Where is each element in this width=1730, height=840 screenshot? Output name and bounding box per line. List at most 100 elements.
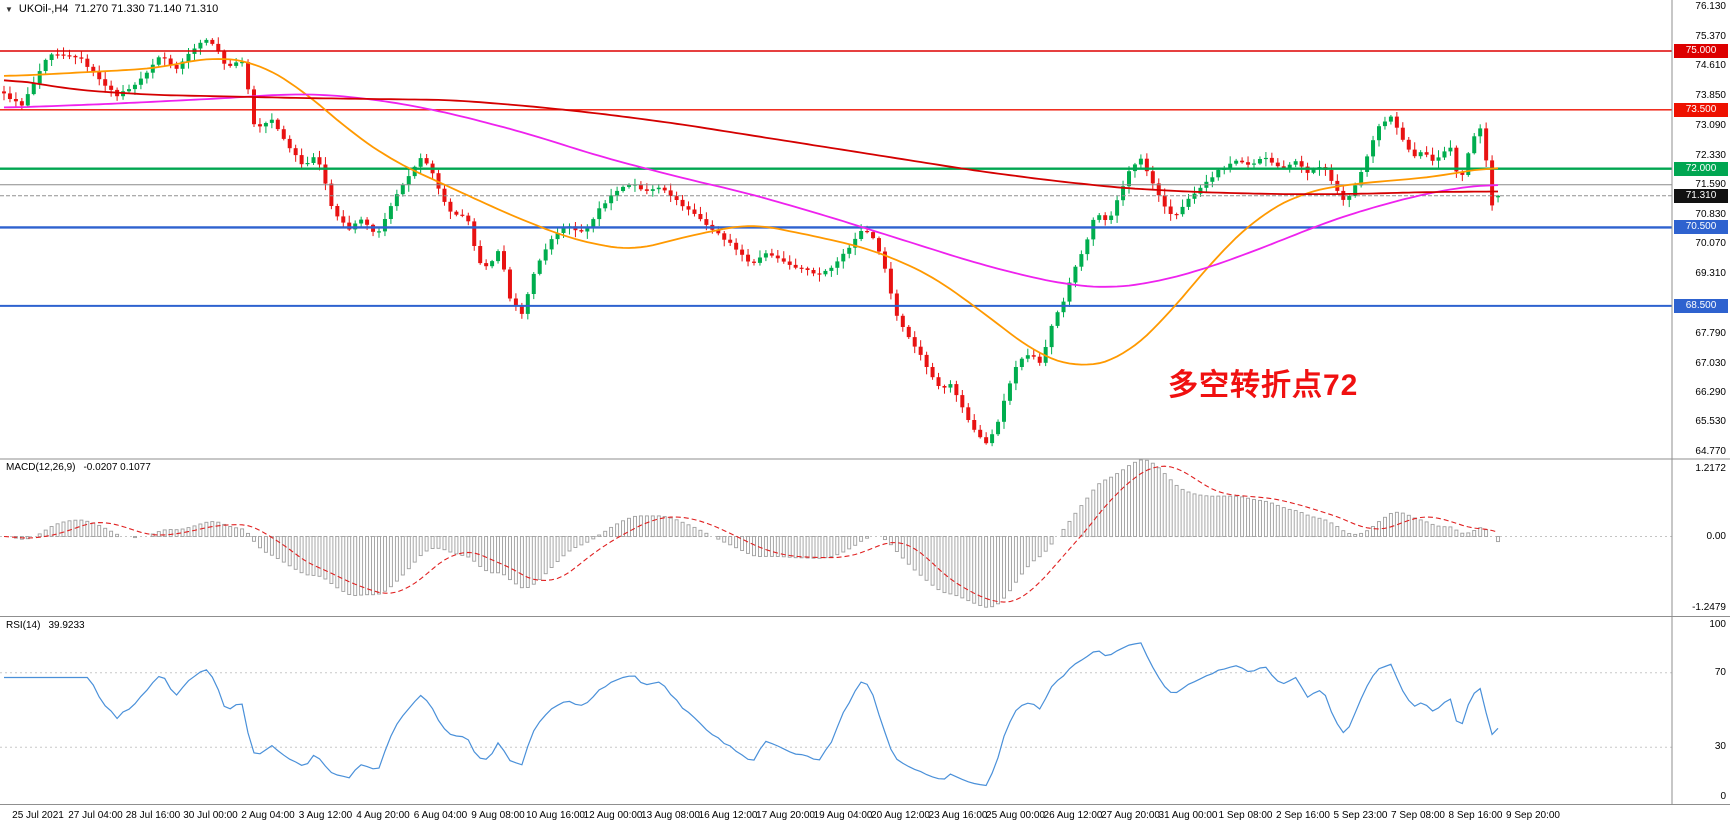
chart-expander-icon[interactable]: ▼ xyxy=(5,4,13,14)
candle-body xyxy=(1168,206,1173,214)
macd-histogram-bar xyxy=(1341,530,1346,537)
macd-histogram-bar xyxy=(537,536,542,580)
candle-body xyxy=(656,187,661,190)
time-label: 1 Sep 08:00 xyxy=(1218,810,1273,821)
macd-histogram-bar xyxy=(793,536,798,559)
macd-histogram-bar xyxy=(168,529,173,538)
candle-body xyxy=(918,346,923,355)
macd-histogram-bar xyxy=(621,520,625,537)
candle-body xyxy=(543,249,548,261)
macd-histogram-bar xyxy=(490,536,495,574)
macd-histogram-bar xyxy=(752,536,756,557)
candle-body xyxy=(537,260,542,274)
symbol-period-label: UKOil-,H4 xyxy=(18,3,69,15)
candle-body xyxy=(198,42,203,49)
macd-histogram-bar xyxy=(1174,484,1179,538)
price-label: 67.030 xyxy=(1695,357,1726,369)
macd-histogram-bar xyxy=(269,536,274,556)
macd-histogram-bar xyxy=(335,536,340,589)
candle-body xyxy=(811,270,816,274)
candle-body xyxy=(740,249,745,255)
time-axis[interactable]: 25 Jul 2021 27 Jul 04:00 28 Jul 16:00 30 Ju… xyxy=(0,807,1730,833)
candle-body xyxy=(1252,163,1256,165)
candle-body xyxy=(1496,195,1501,198)
macd-indicator-label: MACD(12,26,9) -0.0207 0.1077 xyxy=(6,462,151,473)
candle-body xyxy=(1073,266,1078,283)
price-label: 74.610 xyxy=(1695,60,1726,72)
candle-body xyxy=(507,269,512,299)
macd-histogram-bar xyxy=(1115,473,1120,537)
time-label: 5 Sep 23:00 xyxy=(1333,810,1388,821)
macd-histogram-bar xyxy=(317,536,322,577)
macd-histogram-bar xyxy=(412,536,417,563)
candle-body xyxy=(1406,139,1411,150)
candle-body xyxy=(275,119,280,130)
candle-body xyxy=(91,66,96,72)
time-label: 27 Jul 04:00 xyxy=(68,810,123,821)
candle-body xyxy=(1341,190,1346,200)
candle-body xyxy=(341,216,346,223)
time-label: 20 Aug 12:00 xyxy=(871,810,930,821)
macd-histogram-bar xyxy=(1049,536,1054,545)
candle-body xyxy=(1007,383,1012,401)
time-label: 25 Aug 00:00 xyxy=(986,810,1045,821)
macd-histogram-bar xyxy=(579,536,584,546)
macd-histogram-bar xyxy=(79,519,84,537)
price-badge: 68.500 xyxy=(1674,298,1728,313)
macd-histogram-bar xyxy=(996,536,1000,605)
ma-medium-magenta xyxy=(3,93,1499,288)
macd-histogram-bar xyxy=(246,532,250,537)
macd-histogram-bar xyxy=(984,536,989,608)
candle-body xyxy=(454,211,459,215)
candle-body xyxy=(1359,172,1364,186)
annotation-text[interactable]: 多空转折点72 xyxy=(1168,369,1359,402)
macd-histogram-bar xyxy=(508,536,512,581)
candle-body xyxy=(966,407,971,420)
macd-histogram-bar xyxy=(1353,533,1358,537)
macd-histogram-bar xyxy=(680,521,685,538)
macd-histogram-bar xyxy=(228,526,233,537)
candle-body xyxy=(906,326,911,338)
macd-histogram-bar xyxy=(502,536,506,576)
candle-body xyxy=(466,215,471,222)
macd-histogram-bar xyxy=(1496,536,1500,543)
macd-histogram-bar xyxy=(442,536,447,551)
candle-body xyxy=(686,206,691,210)
candle-body xyxy=(13,99,18,102)
macd-histogram-bar xyxy=(1186,491,1191,537)
price-axis[interactable]: 76.130 75.370 74.610 73.850 73.090 72.330 71.5… xyxy=(1672,0,1730,806)
macd-histogram-bar xyxy=(1133,461,1137,537)
candle-body xyxy=(1097,215,1102,220)
macd-histogram-bar xyxy=(460,536,465,556)
macd-histogram-bar xyxy=(1156,467,1161,538)
candle-body xyxy=(1162,195,1167,207)
macd-histogram-bar xyxy=(960,536,965,599)
candle-body xyxy=(1085,239,1090,255)
macd-histogram-bar xyxy=(1263,500,1268,538)
time-label: 19 Aug 04:00 xyxy=(813,810,873,821)
macd-histogram-bar xyxy=(496,536,500,574)
macd-histogram-bar xyxy=(692,526,697,537)
macd-histogram-bar xyxy=(912,536,917,571)
time-label: 31 Aug 00:00 xyxy=(1158,810,1218,821)
macd-histogram-bar xyxy=(1388,513,1393,537)
candle-body xyxy=(1192,193,1197,199)
macd-histogram-bar xyxy=(662,516,667,538)
macd-histogram-bar xyxy=(67,520,72,537)
candle-body xyxy=(43,59,48,71)
candle-body xyxy=(603,203,608,209)
candle-body xyxy=(127,89,131,92)
macd-histogram-bar xyxy=(418,536,423,557)
candle-body xyxy=(775,255,780,259)
candle-body xyxy=(1430,154,1435,161)
candle-body xyxy=(79,57,84,59)
candle-body xyxy=(257,124,262,127)
macd-histogram-bar xyxy=(103,527,108,538)
macd-scale-zero: 0.00 xyxy=(1706,530,1726,542)
candle-body xyxy=(1216,169,1221,178)
candle-body xyxy=(1263,157,1268,160)
candle-body xyxy=(228,63,233,66)
candle-body xyxy=(210,39,215,44)
candle-body xyxy=(1412,149,1417,157)
